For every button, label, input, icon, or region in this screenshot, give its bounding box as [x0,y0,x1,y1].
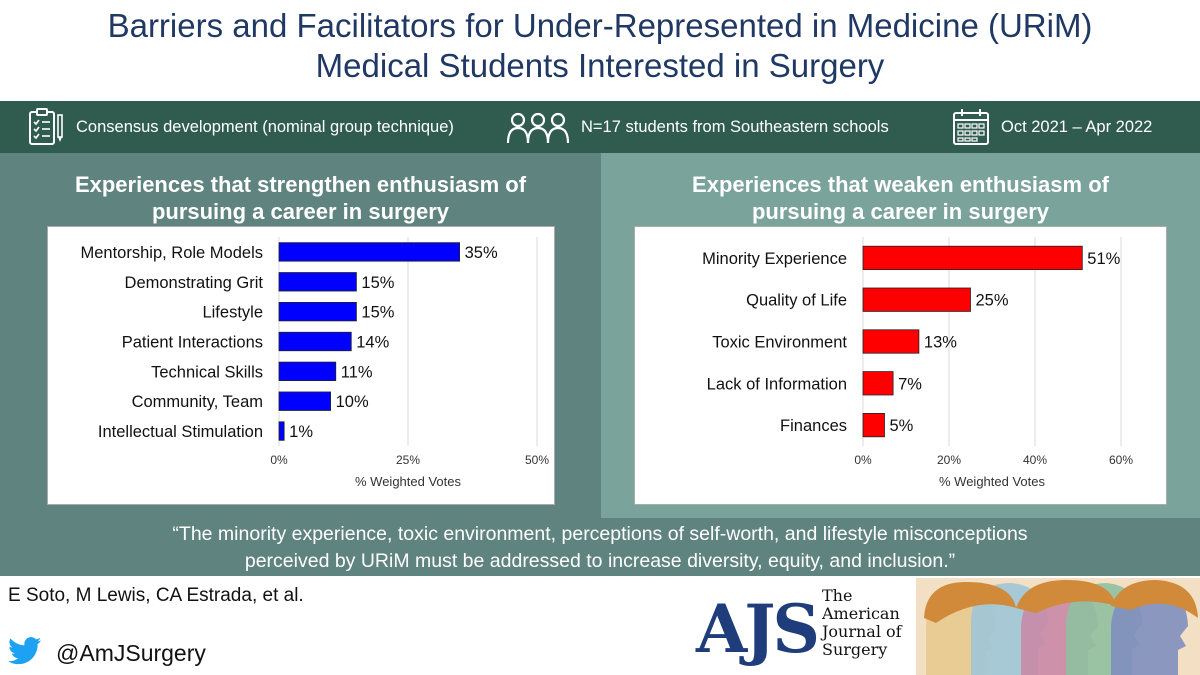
strengthen-tick-label: 0% [270,453,288,467]
weaken-bar [862,412,885,438]
strengthen-x-axis-label: % Weighted Votes [355,474,461,489]
calendar-icon [951,107,991,147]
strengthen-category-label: Patient Interactions [122,334,263,352]
people-group-icon [505,107,571,147]
weaken-title-line-2: pursuing a career in surgery [751,199,1050,224]
journal-name-line-1: The [822,586,853,605]
clipboard-checklist-icon [26,107,66,147]
strengthen-data-label: 35% [465,244,498,262]
dates-text: Oct 2021 – Apr 2022 [1001,117,1153,136]
weaken-title-line-1: Experiences that weaken enthusiasm of [692,172,1109,197]
twitter-handle[interactable]: @AmJSurgery [56,640,206,666]
strengthen-bar [278,242,461,262]
weaken-bar [862,371,894,396]
weaken-tick-label: 0% [854,453,872,467]
weaken-data-label: 25% [976,292,1009,310]
strengthen-bar [278,331,352,352]
strengthen-title-line-1: Experiences that strengthen enthusiasm o… [74,172,527,197]
strengthen-panel: Experiences that strengthen enthusiasm o… [0,153,601,518]
strengthen-tick-label: 50% [525,453,549,467]
strengthen-category-label: Lifestyle [202,304,263,322]
weaken-tick-label: 60% [1109,453,1133,467]
weaken-tick-label: 20% [937,453,961,467]
conclusion-quote: “The minority experience, toxic environm… [0,518,1200,576]
weaken-bar [862,287,971,312]
strengthen-category-label: Community, Team [132,393,263,411]
strengthen-bar [278,301,357,322]
participants-text: N=17 students from Southeastern schools [581,117,889,136]
info-bar: Consensus development (nominal group tec… [0,101,1200,153]
weaken-data-label: 5% [890,417,914,435]
weaken-category-label: Toxic Environment [712,334,847,352]
ajs-letters: AJS [696,590,820,668]
strengthen-category-label: Mentorship, Role Models [81,244,264,262]
strengthen-bar [278,421,285,441]
quote-line-2: perceived by URiM must be addressed to i… [244,550,956,572]
method-info: Consensus development (nominal group tec… [26,101,454,153]
page-title: Barriers and Facilitators for Under-Repr… [0,6,1200,86]
weaken-category-label: Lack of Information [707,375,847,393]
strengthen-tick-label: 25% [396,453,420,467]
strengthen-data-label: 11% [341,363,373,381]
method-text: Consensus development (nominal group tec… [76,117,454,136]
weaken-chart-svg: 0% 20% 40% 60% Minority Experience 51% Quality… [702,237,1133,489]
twitter-bird-icon [8,637,42,670]
strengthen-data-label: 15% [361,274,394,292]
weaken-data-label: 51% [1087,250,1120,268]
strengthen-category-label: Intellectual Stimulation [98,423,263,441]
title-line-1: Barriers and Facilitators for Under-Repr… [107,7,1093,44]
weaken-category-label: Quality of Life [746,292,847,310]
authors: E Soto, M Lewis, CA Estrada, et al. [8,585,304,606]
twitter-link[interactable]: @AmJSurgery [8,637,206,670]
strengthen-bar [278,361,337,382]
profiles-artwork [916,578,1200,675]
title-line-2: Medical Students Interested in Surgery [315,47,885,84]
weaken-panel-title: Experiences that weaken enthusiasm of pu… [601,171,1200,225]
strengthen-bar [278,391,331,411]
strengthen-chart: 0% 25% 50% Mentorship, Role Models 35% Demons… [47,226,555,505]
journal-name-line-2: American [822,604,900,623]
strengthen-data-label: 15% [361,304,394,322]
weaken-x-axis-label: % Weighted Votes [939,474,1045,489]
strengthen-category-label: Demonstrating Grit [125,274,264,292]
quote-line-1: “The minority experience, toxic environm… [172,523,1028,545]
strengthen-data-label: 10% [336,393,369,411]
journal-logo: AJS The American Journal of Surgery [686,583,916,675]
weaken-bar [862,245,1083,271]
weaken-tick-label: 40% [1023,453,1047,467]
weaken-category-label: Finances [780,417,847,435]
strengthen-data-label: 1% [289,423,313,441]
strengthen-chart-svg: 0% 25% 50% Mentorship, Role Models 35% Demons… [81,237,549,489]
strengthen-title-line-2: pursuing a career in surgery [151,199,450,224]
journal-name-line-4: Surgery [822,640,888,659]
weaken-chart: 0% 20% 40% 60% Minority Experience 51% Quality… [634,226,1167,505]
journal-name-line-3: Journal of [822,622,902,641]
participants-info: N=17 students from Southeastern schools [505,101,889,153]
weaken-category-label: Minority Experience [702,250,847,268]
strengthen-bar [278,272,357,292]
strengthen-category-label: Technical Skills [151,363,263,381]
journal-name: The American Journal of Surgery [822,587,902,659]
weaken-bar [862,329,920,354]
weaken-panel: Experiences that weaken enthusiasm of pu… [601,153,1200,518]
weaken-data-label: 13% [924,334,957,352]
weaken-data-label: 7% [898,375,922,393]
dates-info: Oct 2021 – Apr 2022 [951,101,1152,153]
strengthen-panel-title: Experiences that strengthen enthusiasm o… [0,171,601,225]
strengthen-data-label: 14% [356,334,389,352]
